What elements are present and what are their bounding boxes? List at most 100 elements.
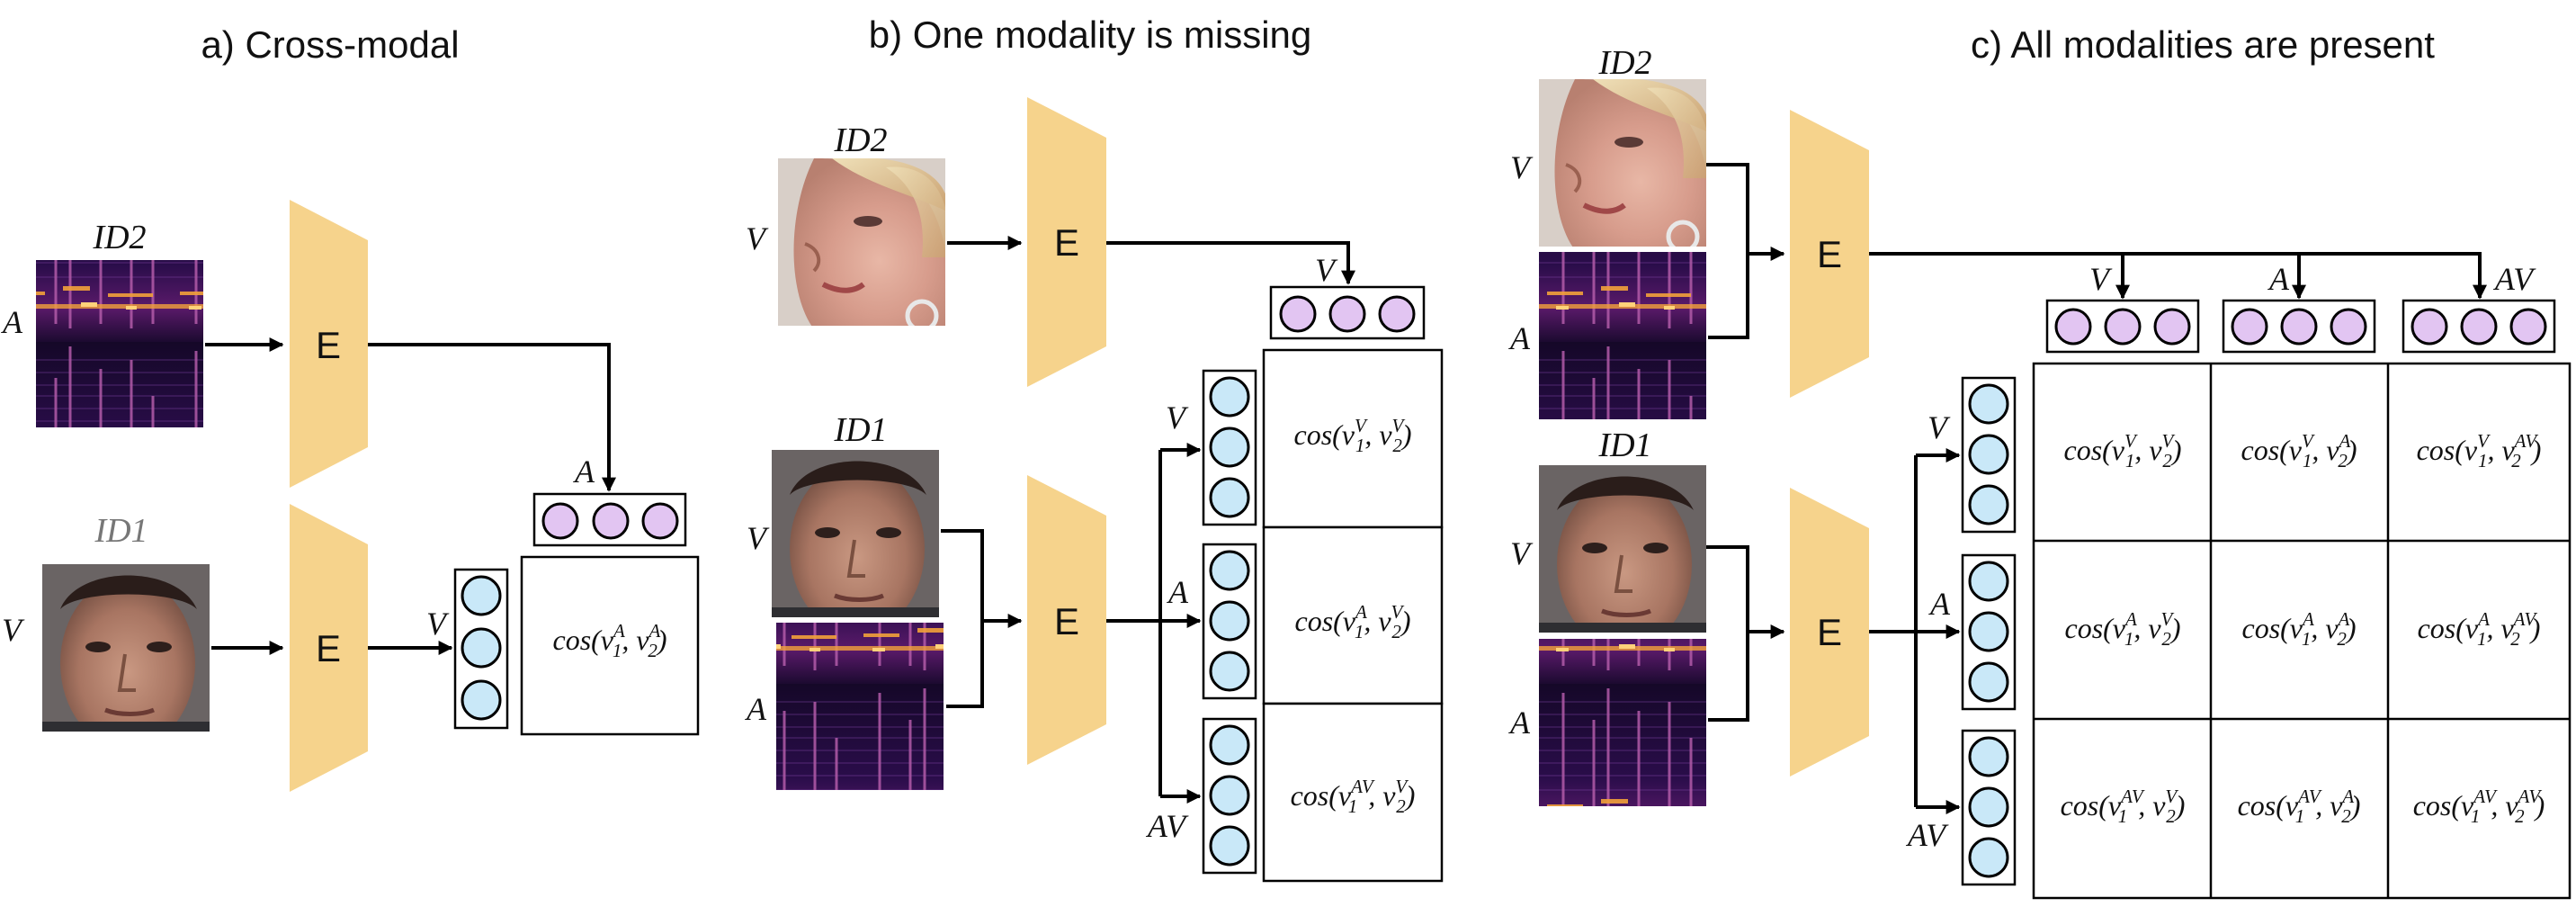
id2-label: ID2 (92, 219, 146, 256)
embedding-node (2460, 308, 2498, 346)
similarity-formula: cos(vV 1, vA 2) (2241, 430, 2357, 471)
modality-v-label: V (1928, 409, 1951, 445)
embedding-node (1968, 561, 2009, 602)
spectrogram-image (1539, 252, 1706, 419)
modality-a-label: A (1167, 574, 1189, 610)
embedding-node (592, 502, 630, 540)
similarity-formula: cos(vA 1, vV 2) (1294, 601, 1410, 642)
embedding-node (1968, 434, 2009, 475)
embedding-node (1209, 724, 1250, 766)
embedding-node (461, 679, 502, 721)
encoder-trapezoid (290, 200, 368, 488)
encoder-label: E (1054, 600, 1079, 642)
panel-c-title: c) All modalities are present (1971, 23, 2435, 66)
id2-label: ID2 (833, 121, 887, 159)
similarity-formula: cos(vA 1, vA 2) (2241, 608, 2356, 650)
embedding-node (2411, 308, 2448, 346)
embedding-node (1968, 786, 2009, 828)
similarity-formula: cos(vAV 1, vA 2) (2238, 786, 2361, 827)
embedding-node (1378, 295, 1416, 333)
embedding-node (1209, 376, 1250, 418)
modality-v-label: V (1510, 535, 1534, 571)
modality-v-label: V (1166, 400, 1189, 436)
id1-label: ID1 (833, 411, 887, 449)
embedding-node (461, 627, 502, 669)
modality-a-label: A (1508, 705, 1531, 741)
similarity-formula: cos(vV 1, vV 2) (1293, 415, 1411, 456)
embedding-node (1968, 837, 2009, 878)
face-id1-image (42, 564, 210, 732)
embedding-node (1209, 600, 1250, 642)
embedding-node (1328, 295, 1366, 333)
arrow (368, 343, 616, 492)
modality-a-label: A (745, 691, 767, 727)
embedding-node (1968, 736, 2009, 777)
encoder-label: E (1817, 611, 1842, 653)
modality-av-label: AV (1906, 817, 1949, 853)
embedding-node (1209, 825, 1250, 867)
similarity-formula: cos(vAV 1, vAV 2) (2413, 786, 2545, 827)
face-id2-image (778, 158, 945, 326)
encoder-label: E (316, 627, 341, 669)
embedding-node (1968, 661, 2009, 703)
embedding-node (2280, 308, 2318, 346)
embedding-node (1279, 295, 1317, 333)
embedding-node (461, 575, 502, 616)
similarity-formula: cos(vA 1, vAV 2) (2418, 608, 2541, 650)
similarity-cell (1262, 702, 1444, 883)
embedding-node (2231, 308, 2268, 346)
spectrogram-image (36, 260, 203, 427)
modality-av-label: AV (2493, 261, 2536, 297)
encoder-label: E (1817, 233, 1842, 275)
embedding-node (2330, 308, 2367, 346)
embedding-node (2054, 308, 2092, 346)
connector (1706, 545, 1749, 722)
panel-b-title: b) One modality is missing (869, 13, 1312, 56)
embedding-node (541, 502, 579, 540)
spectrogram-image (776, 623, 944, 790)
similarity-formula: cos(vV 1, vV 2) (2063, 430, 2181, 471)
embedding-node (2153, 308, 2191, 346)
embedding-node (2509, 308, 2547, 346)
connector (1706, 163, 1749, 339)
encoder-trapezoid (1027, 475, 1106, 765)
modality-v-label: V (1510, 149, 1534, 185)
id1-label: ID1 (1597, 427, 1651, 464)
encoder-trapezoid (1790, 488, 1869, 777)
modality-v-label: V (747, 520, 770, 556)
encoder-label: E (316, 324, 341, 366)
embedding-node (1968, 484, 2009, 525)
modality-v-label: V (2089, 261, 2113, 297)
embedding-node (641, 502, 679, 540)
similarity-formula: cos(vV 1, vAV 2) (2417, 430, 2542, 471)
similarity-formula: cos(vA 1, vA 2) (552, 620, 666, 661)
embedding-node (1209, 651, 1250, 692)
panel-a-title: a) Cross-modal (201, 23, 459, 66)
modality-a-label: A (573, 454, 595, 489)
embedding-node (1209, 477, 1250, 518)
similarity-cell (520, 555, 700, 736)
embedding-node (1968, 383, 2009, 425)
encoder-trapezoid (1027, 97, 1106, 387)
connector (941, 529, 984, 708)
similarity-cell (1262, 525, 1444, 705)
modality-a-label: A (1, 304, 23, 340)
modality-v-label: V (2, 612, 25, 648)
encoder-trapezoid (1790, 110, 1869, 398)
face-id2-image (1539, 79, 1706, 247)
embedding-node (1209, 775, 1250, 816)
modality-av-label: AV (1146, 808, 1189, 844)
embedding-node (1209, 427, 1250, 468)
encoder-label: E (1054, 221, 1079, 264)
id2-label: ID2 (1597, 44, 1651, 82)
similarity-formula: cos(vAV 1, vV 2) (1291, 776, 1416, 817)
similarity-cell (1262, 348, 1444, 529)
spectrogram-image (1539, 639, 1706, 806)
embedding-node (1209, 550, 1250, 591)
similarity-formula: cos(vAV 1, vV 2) (2061, 786, 2186, 827)
modality-a-label: A (2267, 261, 2290, 297)
encoder-trapezoid (290, 504, 368, 792)
similarity-formula: cos(vA 1, vV 2) (2064, 608, 2180, 650)
face-id1-image (772, 450, 939, 617)
